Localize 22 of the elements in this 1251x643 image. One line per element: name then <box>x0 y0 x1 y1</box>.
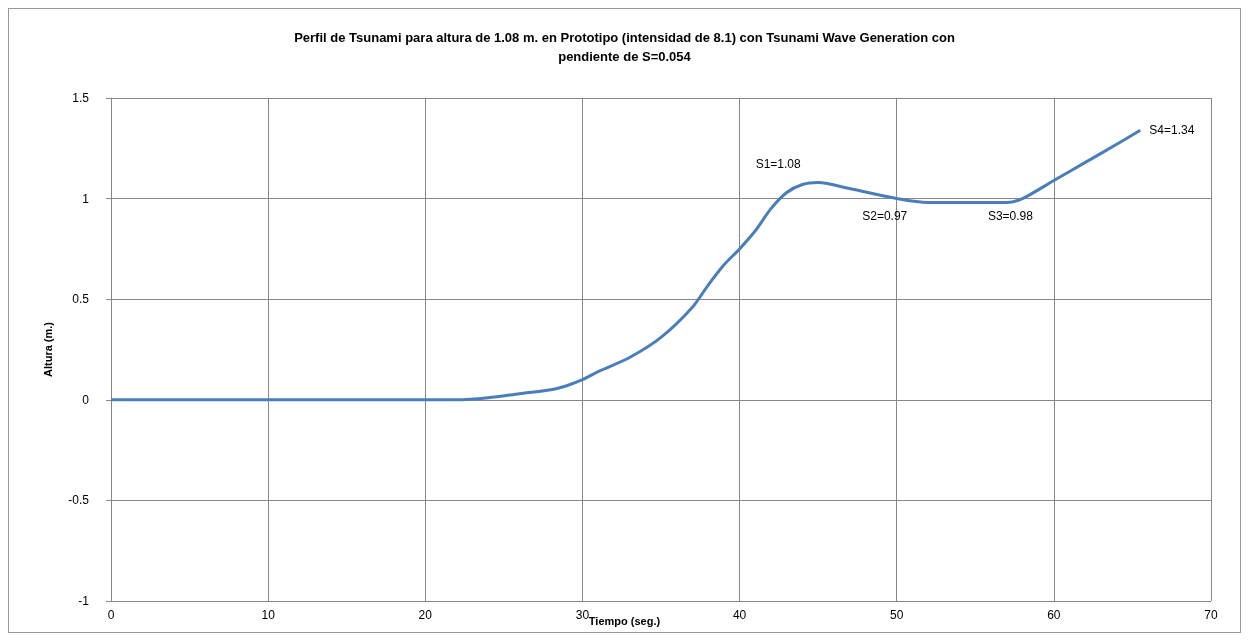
y-axis-title: Altura (m.) <box>41 321 54 377</box>
annotation: S3=0.98 <box>987 208 1034 223</box>
x-tick-label: 0 <box>107 608 115 622</box>
x-tick-label: 60 <box>1047 608 1061 622</box>
line-series <box>109 128 1142 402</box>
annotation: S1=1.08 <box>755 156 801 171</box>
x-tick-label: 30 <box>575 608 590 622</box>
x-tick-label: 50 <box>890 608 904 622</box>
y-tick-label: 0 <box>82 392 90 407</box>
y-tick-label: 1.5 <box>72 91 90 105</box>
x-tick-label: 20 <box>418 608 433 622</box>
annotation: S2=0.97 <box>862 208 908 223</box>
y-tick-label: -1 <box>78 594 90 608</box>
x-tick-label: 70 <box>1204 608 1218 622</box>
y-tick-label: 1 <box>82 191 90 206</box>
y-tick-label: 0.5 <box>72 292 90 307</box>
y-tick-label: -0.5 <box>68 493 90 508</box>
chart-title: Perfil de Tsunami para altura de 1.08 m. en Prototipo (intensidad de 8.1) con Tsunami Wave Generation con pendiente de S=0.054 <box>294 30 955 64</box>
x-tick-label: 40 <box>732 608 747 622</box>
annotation: S4=1.34 <box>1149 123 1195 138</box>
text: Tiempo (seg.) <box>588 614 661 627</box>
x-tick-label: 10 <box>261 608 276 622</box>
